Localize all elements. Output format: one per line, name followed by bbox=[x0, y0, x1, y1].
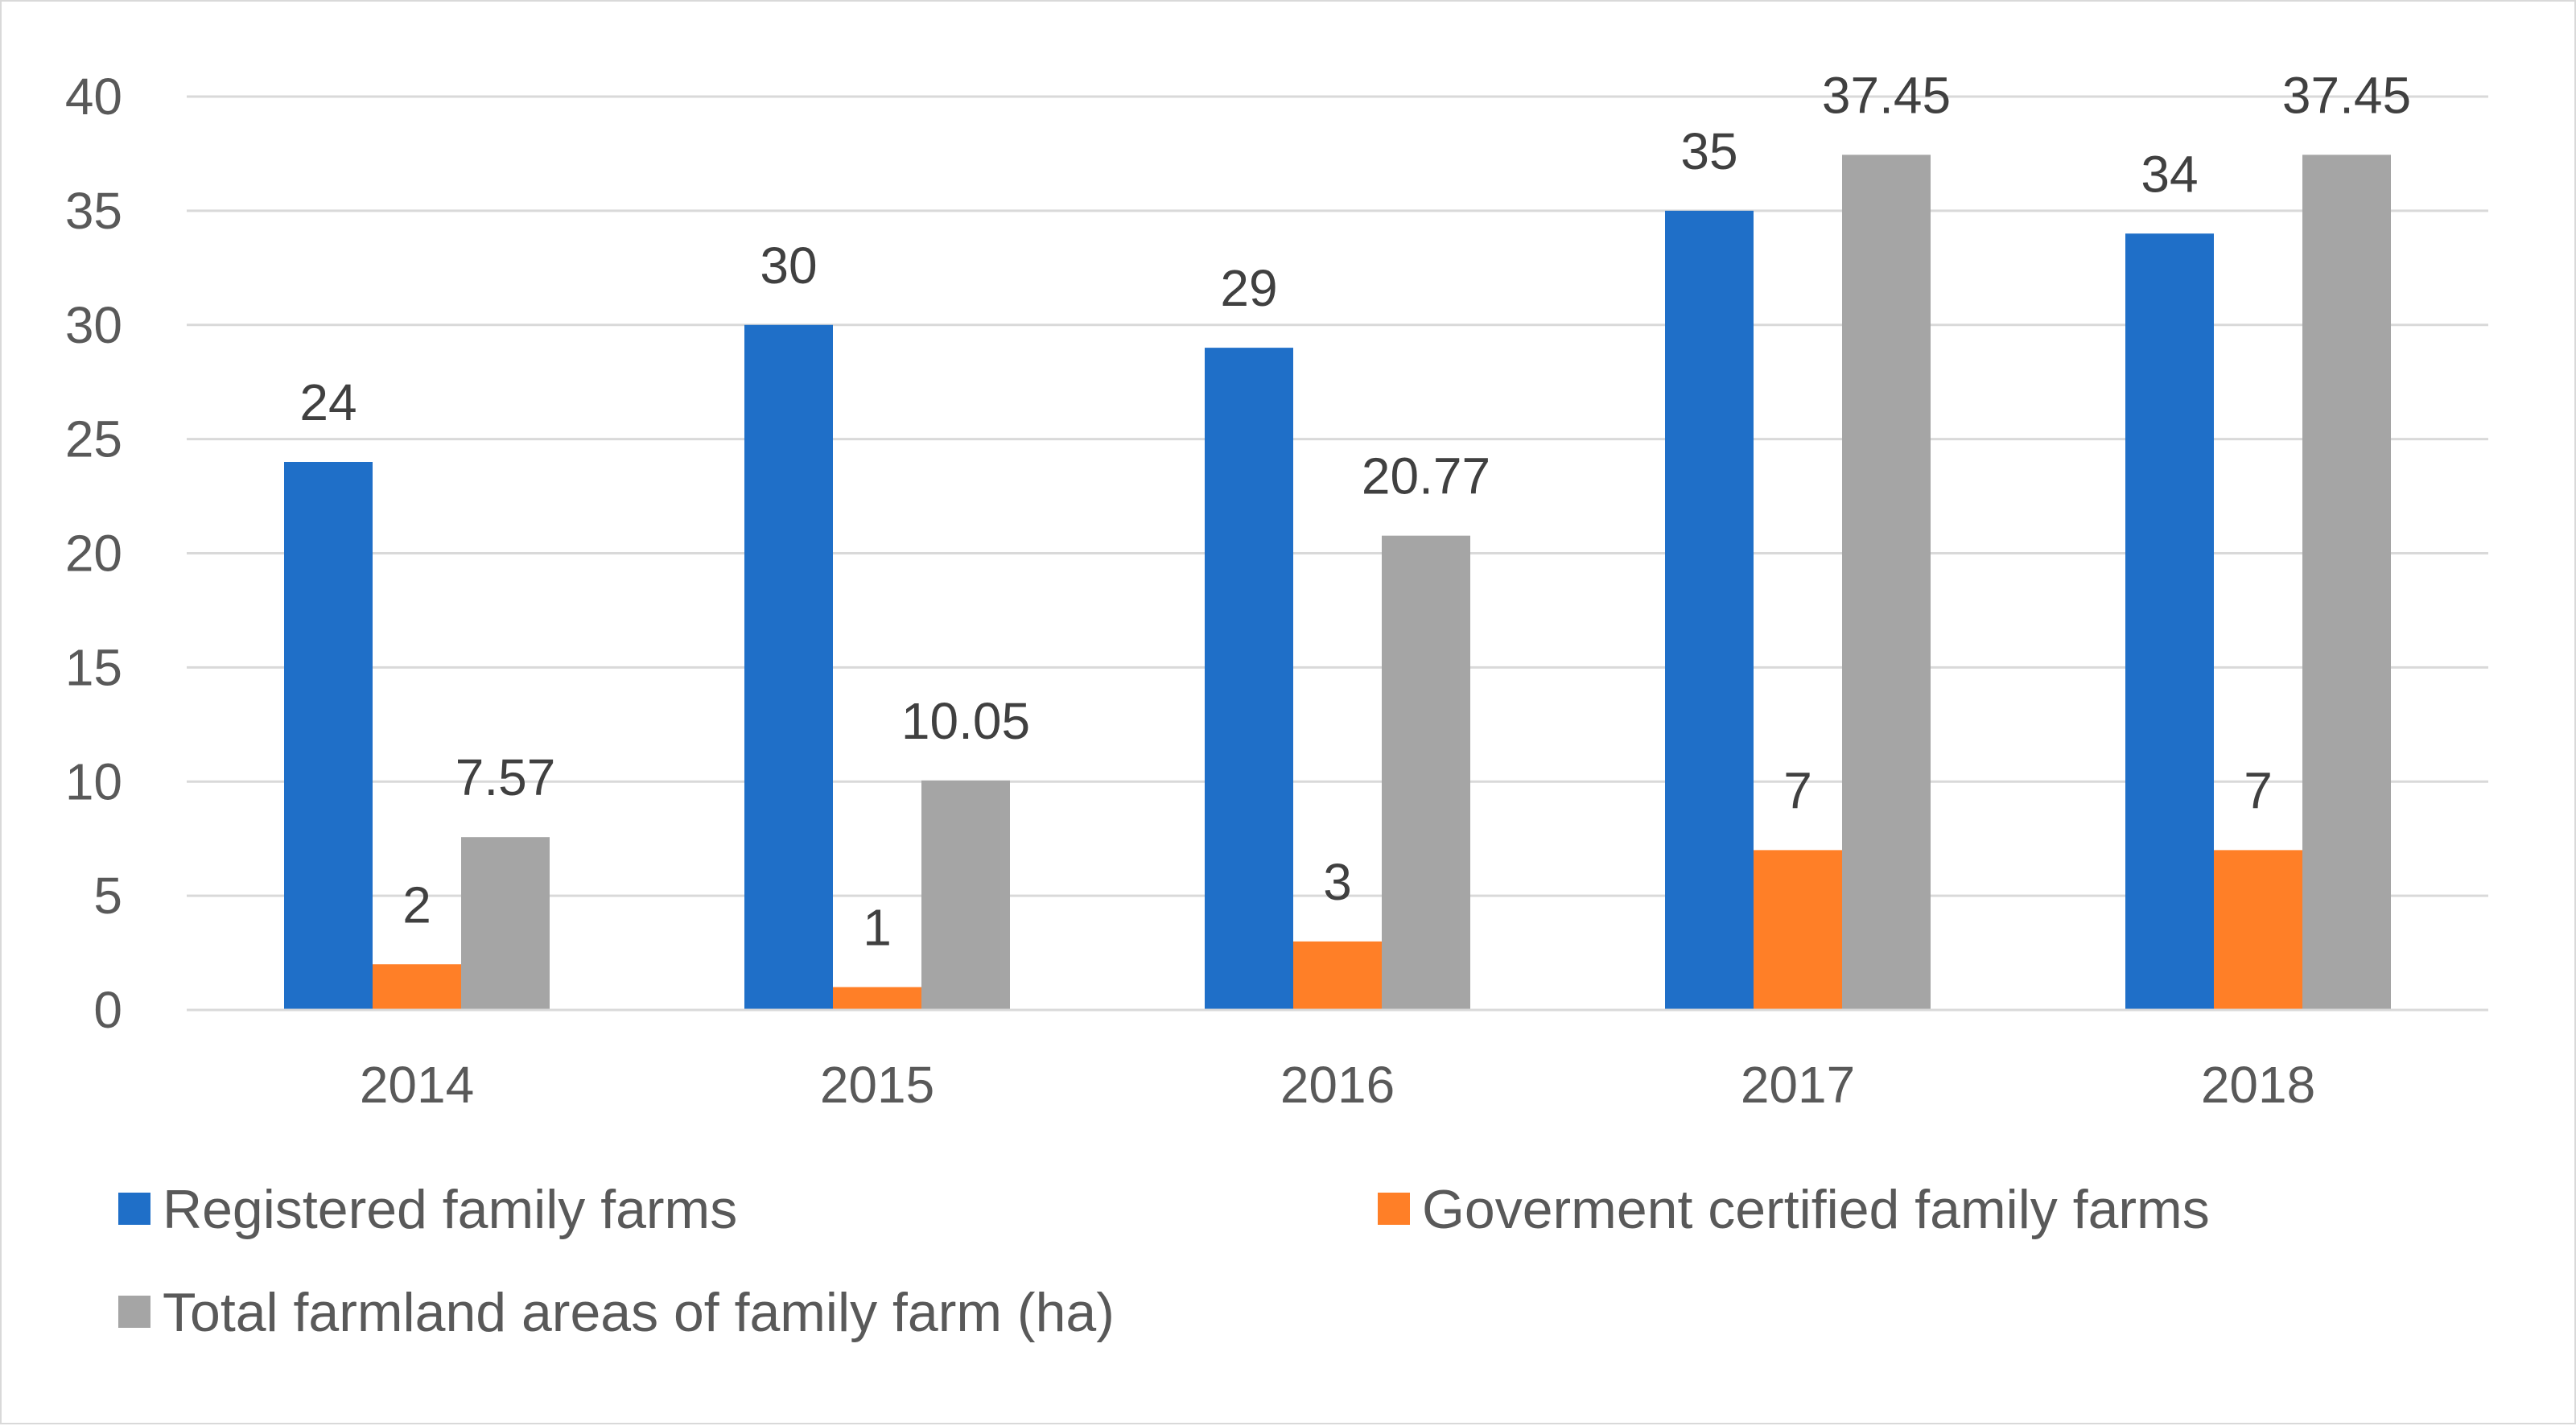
legend-swatch bbox=[118, 1193, 150, 1225]
bar bbox=[373, 964, 461, 1010]
data-label: 24 bbox=[299, 373, 357, 431]
x-tick-label: 2018 bbox=[2201, 1056, 2315, 1114]
legend-swatch bbox=[118, 1296, 150, 1328]
y-tick-label: 0 bbox=[93, 981, 122, 1039]
y-tick-label: 20 bbox=[65, 525, 122, 583]
y-tick-label: 30 bbox=[65, 296, 122, 354]
legend-label: Total farmland areas of family farm (ha) bbox=[163, 1282, 1115, 1343]
x-tick-label: 2014 bbox=[360, 1056, 474, 1114]
bar bbox=[1754, 850, 1842, 1010]
data-label: 29 bbox=[1220, 259, 1277, 317]
data-label: 37.45 bbox=[2282, 66, 2411, 124]
bar bbox=[2214, 850, 2302, 1010]
bar bbox=[1205, 348, 1293, 1010]
bar bbox=[284, 462, 373, 1010]
data-label: 7 bbox=[2244, 761, 2273, 819]
data-label: 1 bbox=[863, 899, 892, 957]
data-label: 37.45 bbox=[1822, 66, 1951, 124]
data-label: 10.05 bbox=[901, 692, 1030, 750]
bar bbox=[1842, 155, 1931, 1011]
bar bbox=[1293, 941, 1382, 1010]
data-label: 7.57 bbox=[455, 748, 556, 806]
legend-label: Registered family farms bbox=[163, 1179, 737, 1240]
y-tick-label: 5 bbox=[93, 867, 122, 925]
bar bbox=[2125, 233, 2214, 1010]
y-tick-label: 15 bbox=[65, 638, 122, 696]
bar bbox=[2302, 155, 2391, 1011]
legend: Registered family farms Goverment certifi… bbox=[118, 1179, 2210, 1343]
x-axis-ticks: 2014 2015 2016 2017 2018 bbox=[360, 1056, 2315, 1114]
y-tick-label: 25 bbox=[65, 410, 122, 468]
x-tick-label: 2016 bbox=[1280, 1056, 1395, 1114]
data-label: 35 bbox=[1680, 122, 1737, 180]
bar bbox=[833, 987, 921, 1010]
x-tick-label: 2015 bbox=[820, 1056, 934, 1114]
x-tick-label: 2017 bbox=[1741, 1056, 1855, 1114]
legend-swatch bbox=[1378, 1193, 1410, 1225]
data-label: 34 bbox=[2141, 145, 2198, 203]
data-labels: 24 2 7.57 30 1 10.05 29 3 20.77 35 7 37.45 34 7 37.45 bbox=[299, 66, 2411, 956]
y-tick-label: 40 bbox=[65, 68, 122, 126]
data-label: 20.77 bbox=[1362, 447, 1490, 505]
y-axis-ticks: 0 5 10 15 20 25 30 35 40 bbox=[65, 68, 122, 1039]
data-label: 7 bbox=[1783, 761, 1812, 819]
data-label: 30 bbox=[760, 237, 817, 295]
bar bbox=[1382, 535, 1470, 1010]
gridlines bbox=[187, 95, 2488, 897]
data-label: 3 bbox=[1323, 853, 1352, 911]
y-tick-label: 10 bbox=[65, 752, 122, 810]
bar bbox=[921, 780, 1010, 1010]
bars bbox=[284, 155, 2391, 1011]
legend-label: Goverment certified family farms bbox=[1422, 1179, 2210, 1240]
bar bbox=[461, 837, 550, 1010]
bar bbox=[744, 324, 833, 1010]
y-tick-label: 35 bbox=[65, 182, 122, 240]
data-label: 2 bbox=[402, 876, 431, 933]
bar bbox=[1665, 210, 1754, 1010]
